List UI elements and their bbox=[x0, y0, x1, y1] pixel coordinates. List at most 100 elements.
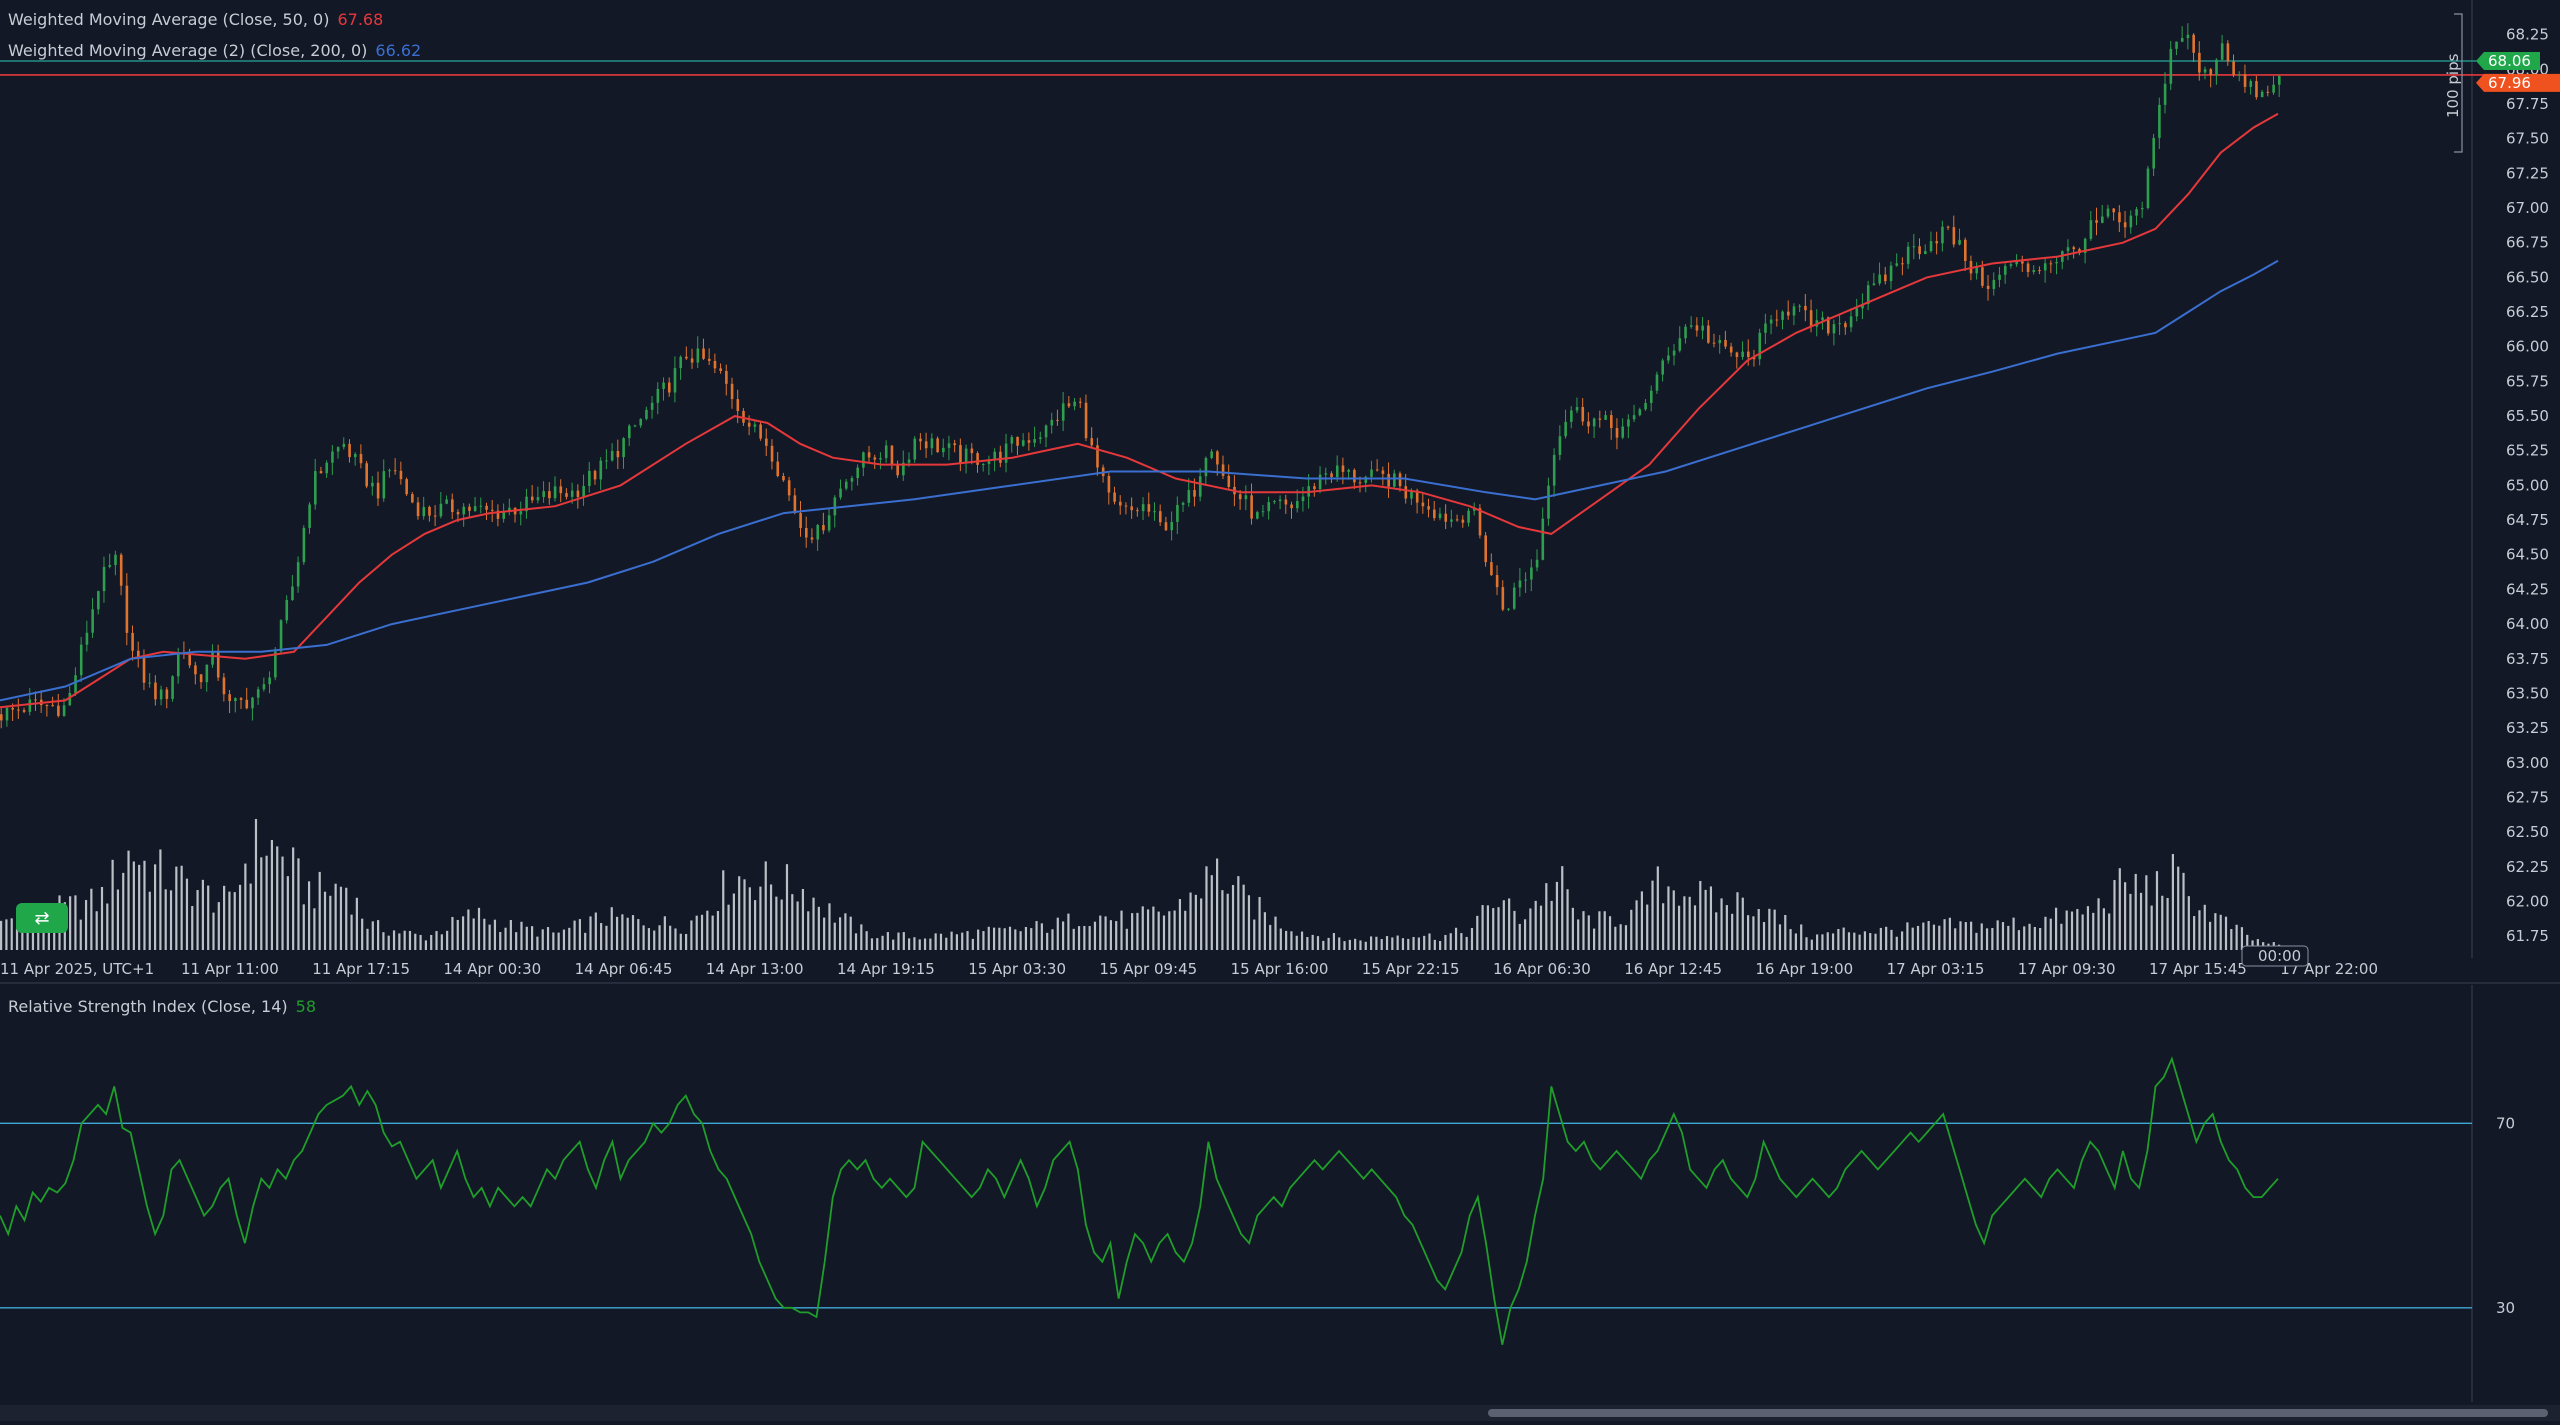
volume-bar bbox=[876, 938, 879, 950]
volume-bar bbox=[1890, 929, 1893, 950]
volume-bar bbox=[1433, 939, 1436, 950]
candle-body bbox=[628, 425, 631, 439]
candle-body bbox=[17, 709, 20, 711]
candle-body bbox=[1649, 390, 1653, 403]
volume-bar bbox=[339, 886, 343, 950]
candle-body bbox=[1061, 403, 1065, 421]
candle-body bbox=[1335, 465, 1339, 478]
volume-bar bbox=[456, 919, 459, 950]
candle-body bbox=[759, 424, 762, 439]
volume-bar bbox=[929, 938, 932, 950]
volume-bar bbox=[350, 914, 353, 950]
volume-bar bbox=[743, 879, 746, 950]
candle-body bbox=[1090, 438, 1094, 446]
volume-bar bbox=[1030, 928, 1033, 950]
volume-bar bbox=[1895, 936, 1898, 950]
candle-body bbox=[799, 513, 802, 528]
volume-bar bbox=[100, 886, 104, 950]
volume-bar bbox=[982, 931, 985, 950]
volume-bar bbox=[1253, 919, 1256, 950]
volume-bar bbox=[2219, 914, 2222, 950]
volume-bar bbox=[1598, 911, 1601, 950]
candle-body bbox=[2198, 52, 2201, 73]
candle-body bbox=[1387, 473, 1390, 487]
candle-body bbox=[85, 632, 89, 645]
candle-body bbox=[913, 438, 917, 460]
candle-body bbox=[1844, 323, 1847, 328]
candle-body bbox=[62, 705, 66, 716]
volume-bar bbox=[1869, 933, 1872, 950]
volume-bar bbox=[1757, 908, 1760, 950]
wma50-legend[interactable]: Weighted Moving Average (Close, 50, 0) 67… bbox=[8, 10, 383, 29]
volume-bar bbox=[695, 915, 698, 950]
volume-bar bbox=[1077, 926, 1081, 950]
candle-body bbox=[142, 656, 146, 683]
volume-bar bbox=[2256, 939, 2259, 950]
volume-bar bbox=[1900, 931, 1904, 950]
candle-body bbox=[1353, 469, 1356, 483]
volume-bar bbox=[934, 933, 937, 950]
volume-bar bbox=[127, 850, 130, 950]
volume-bar bbox=[1539, 905, 1543, 950]
volume-bar bbox=[2182, 872, 2185, 950]
volume-bar bbox=[2028, 923, 2031, 950]
rsi-legend[interactable]: Relative Strength Index (Close, 14) 58 bbox=[8, 997, 316, 1016]
candle-body bbox=[924, 441, 928, 449]
candle-body bbox=[2021, 261, 2024, 264]
volume-bar bbox=[1401, 938, 1405, 950]
candle-body bbox=[51, 705, 54, 707]
candle-body bbox=[79, 644, 83, 676]
volume-bar bbox=[2012, 917, 2015, 950]
candle-body bbox=[1809, 310, 1813, 327]
candle-body bbox=[1358, 482, 1362, 484]
candle-body bbox=[1946, 226, 1950, 228]
candle-body bbox=[662, 382, 665, 389]
candle-body bbox=[1296, 501, 1299, 509]
horizontal-scrollbar-thumb[interactable] bbox=[1488, 1409, 2548, 1417]
candle-body bbox=[2009, 264, 2013, 266]
volume-bar bbox=[1279, 928, 1282, 950]
candle-body bbox=[2152, 137, 2155, 169]
volume-bar bbox=[79, 919, 82, 950]
candle-body bbox=[999, 451, 1002, 463]
volume-bar bbox=[1099, 915, 1102, 950]
chart-toggle-button[interactable]: ⇄ bbox=[16, 903, 68, 933]
volume-bar bbox=[1550, 900, 1553, 950]
volume-bar bbox=[838, 917, 842, 950]
candle-body bbox=[536, 497, 540, 501]
volume-bar bbox=[881, 935, 884, 950]
candle-body bbox=[1963, 239, 1967, 261]
volume-bar bbox=[546, 927, 550, 950]
candle-body bbox=[770, 445, 774, 462]
volume-bar bbox=[1831, 933, 1835, 950]
volume-bar bbox=[1906, 922, 1909, 950]
candle-body bbox=[2089, 220, 2093, 239]
volume-bar bbox=[2124, 882, 2127, 950]
volume-bar bbox=[1529, 908, 1532, 950]
wma50-legend-value: 67.68 bbox=[337, 10, 384, 29]
candle-body bbox=[0, 714, 3, 721]
volume-bar bbox=[2235, 924, 2238, 950]
volume-bar bbox=[1518, 923, 1521, 950]
time-tick-label: 11 Apr 2025, UTC+1 bbox=[0, 960, 154, 978]
volume-bar bbox=[2224, 916, 2228, 950]
range-bracket bbox=[2454, 13, 2463, 153]
volume-bar bbox=[1476, 915, 1479, 950]
candle-body bbox=[1849, 316, 1853, 328]
volume-bar bbox=[1688, 896, 1691, 950]
volume-bar bbox=[594, 912, 597, 950]
volume-bar bbox=[531, 926, 534, 950]
volume-bar bbox=[2208, 921, 2212, 950]
volume-bar bbox=[1109, 920, 1112, 950]
volume-bar bbox=[159, 849, 162, 950]
volume-bar bbox=[992, 927, 996, 950]
time-tick-label: 15 Apr 03:30 bbox=[968, 960, 1066, 978]
volume-bar bbox=[1120, 910, 1123, 950]
wma200-legend[interactable]: Weighted Moving Average (2) (Close, 200,… bbox=[8, 41, 421, 60]
candle-body bbox=[34, 699, 37, 701]
price-tick-label: 66.00 bbox=[2506, 338, 2549, 356]
price-tick-label: 63.25 bbox=[2506, 719, 2549, 737]
candle-body bbox=[1290, 504, 1293, 509]
